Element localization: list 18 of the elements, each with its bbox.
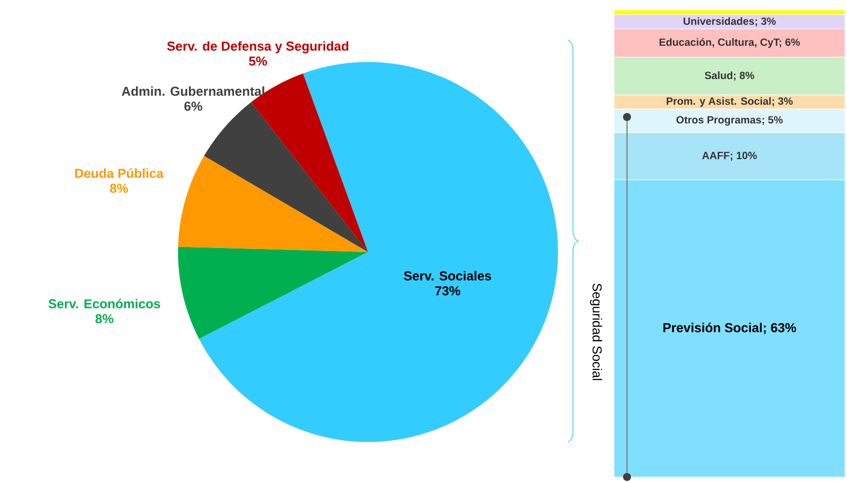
data-label: Salud; 8% — [704, 71, 754, 81]
slice-label: Serv. Sociales — [404, 270, 492, 280]
data-label: 8% — [110, 184, 128, 193]
data-label: Otros Programas; 5% — [676, 116, 783, 126]
data-label: Educación, Cultura, CyT; 6% — [660, 38, 800, 48]
data-label: 8% — [95, 314, 114, 324]
slice-label: Serv. de Defensa y Seguridad — [167, 41, 348, 54]
data-label: 73% — [435, 286, 460, 296]
slice-label: Deuda Pública — [75, 168, 164, 178]
data-label: 5% — [248, 56, 267, 66]
data-label: Prom. y Asist. Social; 3% — [666, 97, 793, 107]
slice-label: Serv. Económicos — [48, 298, 160, 308]
data-label: AAFF; 10% — [702, 152, 757, 161]
slice-label: Admin. Gubernamental — [122, 86, 264, 96]
data-label: Previsión Social; 63% — [663, 322, 796, 334]
data-label: 6% — [184, 102, 202, 111]
data-label: Universidades; 3% — [684, 17, 776, 26]
text: Seguridad Social — [590, 284, 602, 380]
